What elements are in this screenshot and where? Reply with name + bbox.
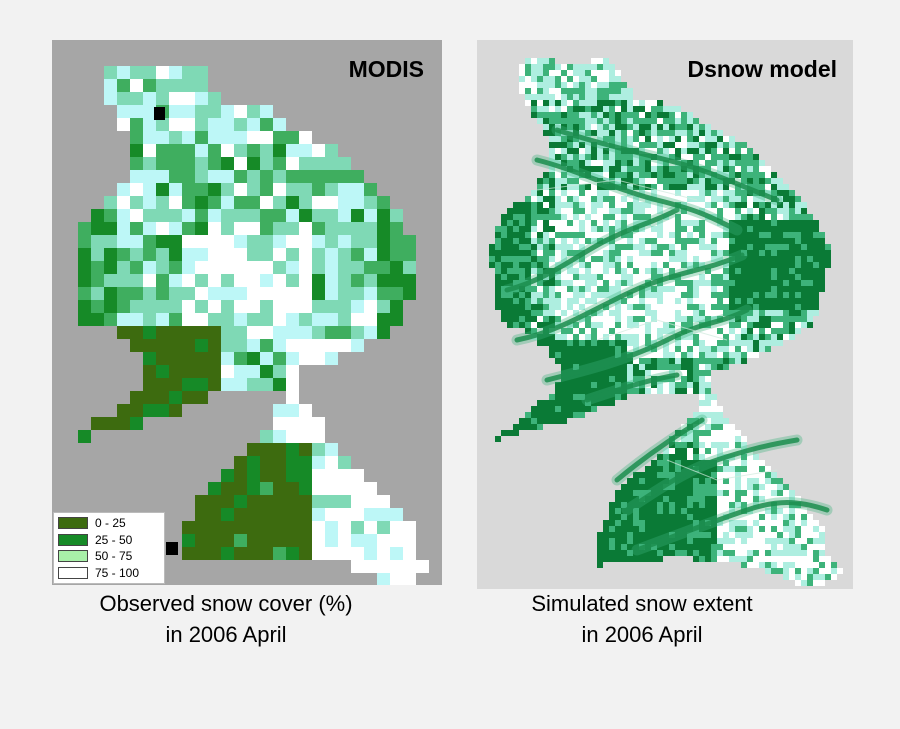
dsnow-map-panel: Dsnow model — [477, 40, 853, 589]
modis-caption-line2: in 2006 April — [165, 622, 287, 647]
dsnow-caption-line2: in 2006 April — [581, 622, 703, 647]
modis-caption: Observed snow cover (%) in 2006 April — [40, 588, 412, 650]
no-data-pixel — [154, 107, 165, 120]
legend-label: 25 - 50 — [95, 532, 133, 547]
snow-cover-legend: 0 - 25 25 - 50 50 - 75 75 - 100 — [53, 512, 165, 584]
legend-label: 50 - 75 — [95, 549, 133, 564]
dsnow-snow-extent-map — [489, 58, 843, 586]
dsnow-caption-line1: Simulated snow extent — [531, 591, 753, 616]
dsnow-caption: Simulated snow extent in 2006 April — [456, 588, 828, 650]
dsnow-title: Dsnow model — [687, 56, 837, 82]
legend-swatch — [58, 550, 88, 563]
legend-label: 75 - 100 — [95, 565, 140, 580]
legend-label: 0 - 25 — [95, 516, 126, 531]
legend-swatch — [58, 566, 88, 579]
legend-item: 75 - 100 — [58, 565, 160, 582]
modis-map-panel: MODIS 0 - 25 25 - 50 50 - 75 75 - 100 — [52, 40, 442, 585]
modis-title: MODIS — [348, 56, 424, 82]
dsnow-river-network — [501, 124, 833, 556]
dsnow-raster — [489, 58, 843, 586]
legend-item: 50 - 75 — [58, 548, 160, 565]
legend-item: 0 - 25 — [58, 515, 160, 532]
legend-swatch — [58, 517, 88, 530]
legend-item: 25 - 50 — [58, 532, 160, 549]
legend-swatch — [58, 533, 88, 546]
modis-pixel-grid — [78, 66, 429, 585]
no-data-pixel — [166, 542, 178, 555]
modis-caption-line1: Observed snow cover (%) — [99, 591, 353, 616]
modis-snow-cover-map — [78, 66, 429, 585]
sub-basin-boundaries — [536, 179, 778, 481]
